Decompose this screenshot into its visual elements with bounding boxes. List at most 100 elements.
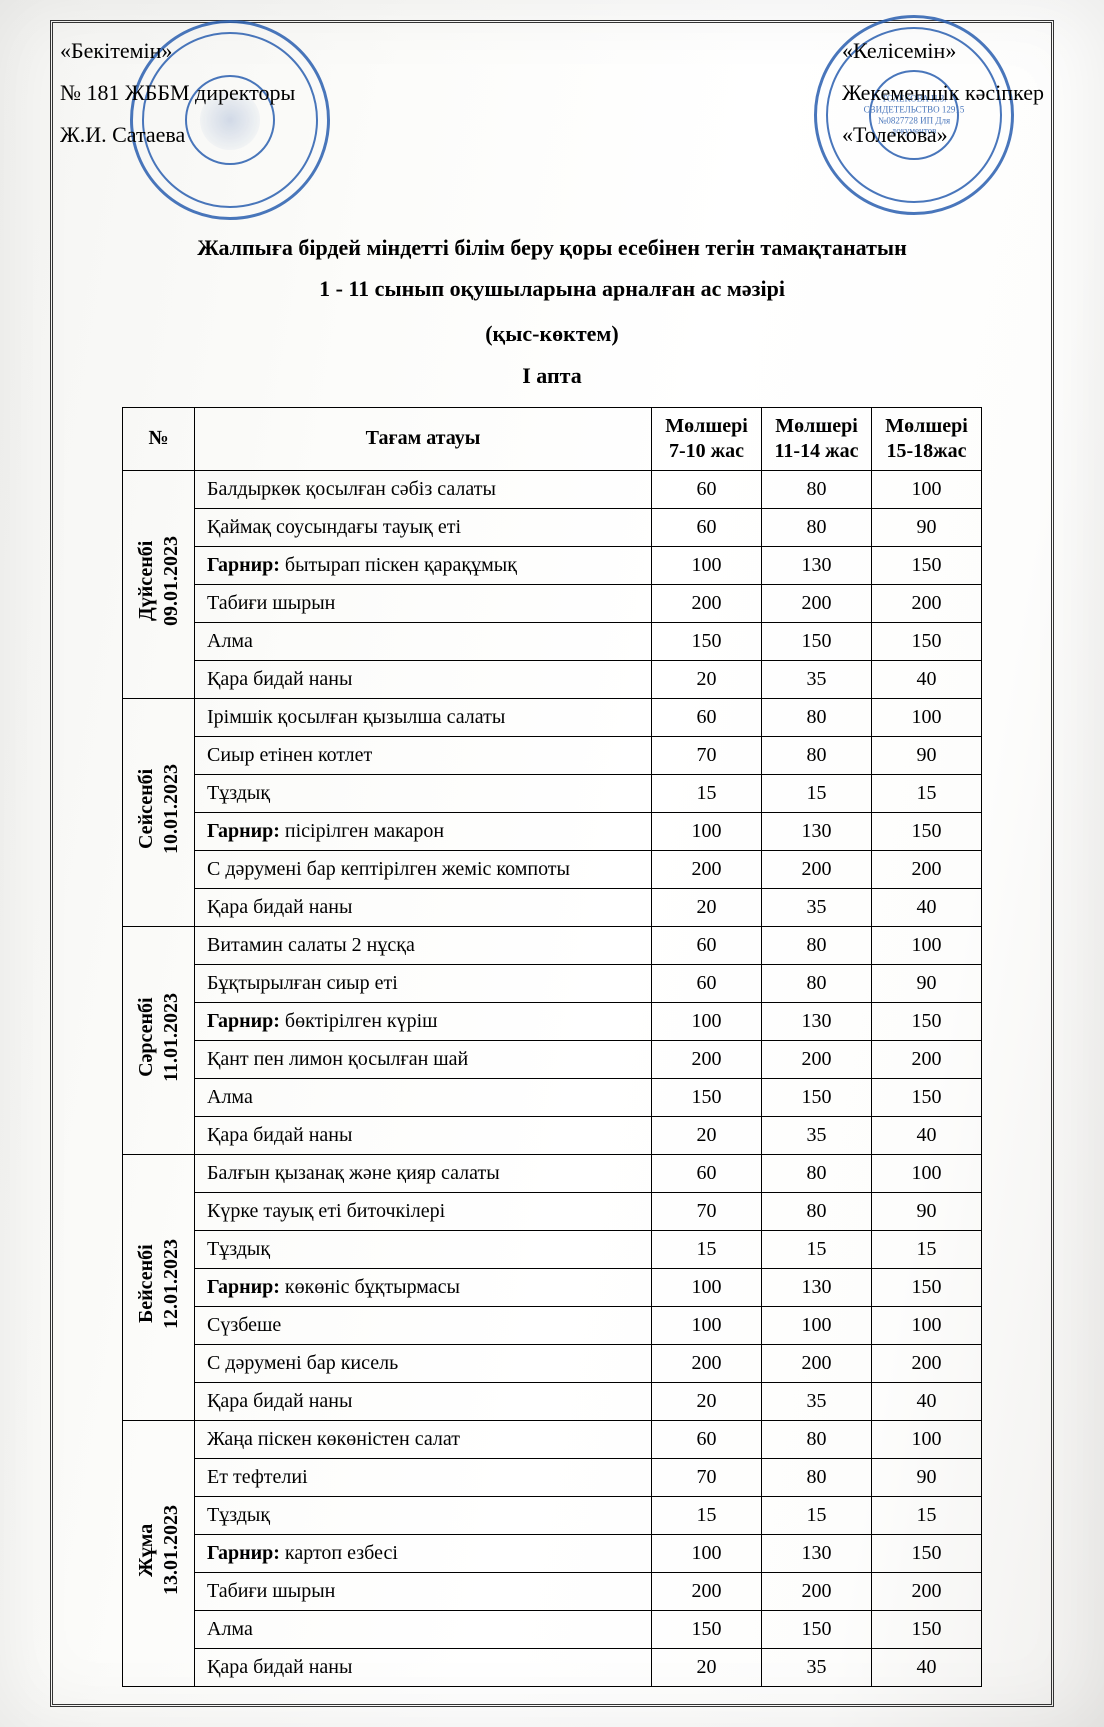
value-cell: 150 (872, 1268, 982, 1306)
value-cell: 40 (872, 1116, 982, 1154)
value-cell: 90 (872, 736, 982, 774)
food-cell: Гарнир: көкөніс бұқтырмасы (195, 1268, 652, 1306)
value-cell: 150 (872, 1610, 982, 1648)
value-cell: 70 (652, 1192, 762, 1230)
value-cell: 200 (762, 1344, 872, 1382)
table-row: Қара бидай наны203540 (123, 1116, 982, 1154)
col-c3: Мөлшері 15-18жас (872, 407, 982, 470)
titles: Жалпыға бірдей міндетті білім беру қоры … (100, 230, 1004, 393)
table-row: Гарнир: пісірілген макарон100130150 (123, 812, 982, 850)
food-cell: Тұздық (195, 774, 652, 812)
table-row: Дүйсенбі09.01.2023Балдыркөк қосылған сәб… (123, 470, 982, 508)
value-cell: 20 (652, 1116, 762, 1154)
food-cell: Қара бидай наны (195, 1382, 652, 1420)
food-cell: Алма (195, 622, 652, 660)
food-cell: Табиғи шырын (195, 584, 652, 622)
food-cell: Тұздық (195, 1496, 652, 1534)
food-cell: Қара бидай наны (195, 1116, 652, 1154)
header-row: ТОЛЕКОВА Н.З. СВИДЕТЕЛЬСТВО 12915 №08277… (60, 30, 1044, 220)
value-cell: 100 (652, 1534, 762, 1572)
food-cell: Сүзбеше (195, 1306, 652, 1344)
table-row: Алма150150150 (123, 1610, 982, 1648)
food-cell: Бұқтырылған сиыр еті (195, 964, 652, 1002)
value-cell: 80 (762, 736, 872, 774)
value-cell: 80 (762, 508, 872, 546)
day-cell: Дүйсенбі09.01.2023 (123, 470, 195, 698)
col-num: № (123, 407, 195, 470)
value-cell: 200 (652, 850, 762, 888)
value-cell: 130 (762, 812, 872, 850)
table-row: Гарнир: бөктірілген күріш100130150 (123, 1002, 982, 1040)
value-cell: 90 (872, 964, 982, 1002)
value-cell: 80 (762, 470, 872, 508)
food-cell: Ет тефтелиі (195, 1458, 652, 1496)
value-cell: 130 (762, 1002, 872, 1040)
table-row: Табиғи шырын200200200 (123, 1572, 982, 1610)
menu-table: № Тағам атауы Мөлшері 7-10 жас Мөлшері 1… (122, 407, 982, 1687)
value-cell: 60 (652, 698, 762, 736)
agree-l2: Жекеменшік кәсіпкер (842, 72, 1044, 114)
value-cell: 150 (652, 1610, 762, 1648)
value-cell: 200 (872, 1040, 982, 1078)
value-cell: 15 (652, 1496, 762, 1534)
food-cell: Гарнир: бөктірілген күріш (195, 1002, 652, 1040)
value-cell: 80 (762, 1420, 872, 1458)
table-row: Алма150150150 (123, 622, 982, 660)
value-cell: 200 (762, 584, 872, 622)
value-cell: 200 (652, 1040, 762, 1078)
food-cell: Қара бидай наны (195, 888, 652, 926)
value-cell: 15 (762, 774, 872, 812)
value-cell: 15 (872, 774, 982, 812)
value-cell: 150 (652, 622, 762, 660)
table-row: Қаймақ соусындағы тауық еті608090 (123, 508, 982, 546)
table-header-row: № Тағам атауы Мөлшері 7-10 жас Мөлшері 1… (123, 407, 982, 470)
approve-l1: «Бекітемін» (60, 30, 295, 72)
value-cell: 60 (652, 1420, 762, 1458)
value-cell: 20 (652, 660, 762, 698)
value-cell: 15 (652, 1230, 762, 1268)
col-food: Тағам атауы (195, 407, 652, 470)
value-cell: 150 (872, 1078, 982, 1116)
value-cell: 130 (762, 1268, 872, 1306)
approve-l2: № 181 ЖББМ директоры (60, 72, 295, 114)
table-row: Гарнир: көкөніс бұқтырмасы100130150 (123, 1268, 982, 1306)
value-cell: 60 (652, 926, 762, 964)
value-cell: 35 (762, 888, 872, 926)
value-cell: 100 (652, 546, 762, 584)
value-cell: 40 (872, 660, 982, 698)
table-row: Қант пен лимон қосылған шай200200200 (123, 1040, 982, 1078)
value-cell: 100 (652, 812, 762, 850)
value-cell: 100 (872, 1154, 982, 1192)
food-cell: Алма (195, 1610, 652, 1648)
value-cell: 200 (762, 850, 872, 888)
value-cell: 15 (872, 1230, 982, 1268)
value-cell: 60 (652, 508, 762, 546)
food-cell: Балғын қызанақ және қияр салаты (195, 1154, 652, 1192)
food-cell: Қара бидай наны (195, 1648, 652, 1686)
table-row: Тұздық151515 (123, 774, 982, 812)
document-page: ТОЛЕКОВА Н.З. СВИДЕТЕЛЬСТВО 12915 №08277… (0, 0, 1104, 1727)
value-cell: 80 (762, 1192, 872, 1230)
value-cell: 200 (652, 1572, 762, 1610)
value-cell: 80 (762, 1154, 872, 1192)
day-cell: Сәрсенбі11.01.2023 (123, 926, 195, 1154)
value-cell: 100 (652, 1268, 762, 1306)
title-line1: Жалпыға бірдей міндетті білім беру қоры … (100, 230, 1004, 265)
approval-left: «Бекітемін» № 181 ЖББМ директоры Ж.И. Са… (60, 30, 295, 155)
day-cell: Бейсенбі12.01.2023 (123, 1154, 195, 1420)
value-cell: 150 (652, 1078, 762, 1116)
title-line2: 1 - 11 сынып оқушыларына арналған ас мәз… (100, 271, 1004, 306)
approve-l3: Ж.И. Сатаева (60, 114, 295, 156)
value-cell: 100 (652, 1306, 762, 1344)
table-row: Алма150150150 (123, 1078, 982, 1116)
value-cell: 90 (872, 1192, 982, 1230)
value-cell: 15 (652, 774, 762, 812)
value-cell: 150 (872, 546, 982, 584)
food-cell: Балдыркөк қосылған сәбіз салаты (195, 470, 652, 508)
value-cell: 20 (652, 1382, 762, 1420)
food-cell: Сиыр етінен котлет (195, 736, 652, 774)
food-cell: Қаймақ соусындағы тауық еті (195, 508, 652, 546)
value-cell: 90 (872, 1458, 982, 1496)
approval-right: «Келісемін» Жекеменшік кәсіпкер «Толеков… (842, 30, 1044, 155)
table-row: Қара бидай наны203540 (123, 1648, 982, 1686)
